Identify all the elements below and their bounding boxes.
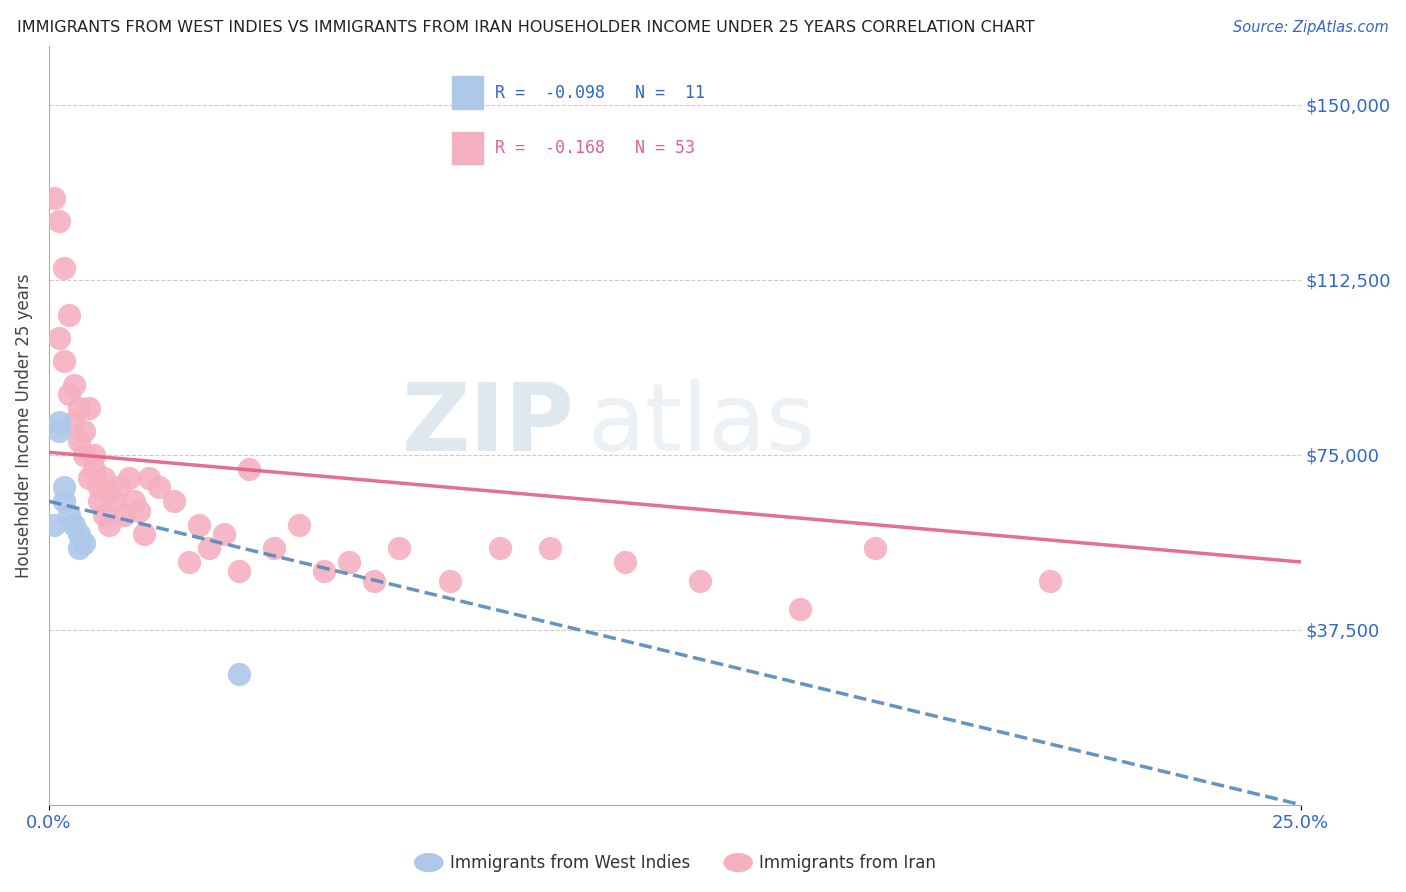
Point bbox=[48, 214, 70, 228]
Point bbox=[93, 471, 115, 485]
Point bbox=[67, 527, 90, 541]
Point bbox=[212, 527, 235, 541]
Text: ZIP: ZIP bbox=[402, 379, 575, 472]
Point bbox=[118, 471, 141, 485]
Text: R =  -0.098   N =  11: R = -0.098 N = 11 bbox=[495, 84, 706, 102]
Point bbox=[42, 191, 65, 205]
Point bbox=[77, 401, 100, 415]
Point bbox=[148, 480, 170, 494]
Point bbox=[689, 574, 711, 588]
Text: IMMIGRANTS FROM WEST INDIES VS IMMIGRANTS FROM IRAN HOUSEHOLDER INCOME UNDER 25 : IMMIGRANTS FROM WEST INDIES VS IMMIGRANT… bbox=[17, 20, 1035, 35]
Point bbox=[53, 260, 76, 275]
Point bbox=[58, 387, 80, 401]
Text: Immigrants from Iran: Immigrants from Iran bbox=[759, 854, 936, 871]
Circle shape bbox=[415, 854, 443, 871]
Point bbox=[53, 354, 76, 368]
Text: atlas: atlas bbox=[588, 379, 815, 472]
Point bbox=[388, 541, 411, 555]
Point bbox=[179, 555, 201, 569]
Point bbox=[73, 448, 96, 462]
Point bbox=[103, 494, 125, 508]
Point bbox=[314, 564, 336, 578]
Point bbox=[198, 541, 221, 555]
Point bbox=[488, 541, 510, 555]
Point bbox=[138, 471, 160, 485]
Point bbox=[48, 331, 70, 345]
Point bbox=[77, 471, 100, 485]
Point bbox=[53, 494, 76, 508]
Point bbox=[93, 508, 115, 523]
Point bbox=[53, 480, 76, 494]
Point bbox=[863, 541, 886, 555]
Point bbox=[439, 574, 461, 588]
Point bbox=[63, 377, 86, 392]
Point bbox=[238, 461, 260, 475]
Bar bbox=[453, 132, 484, 164]
Point bbox=[363, 574, 385, 588]
Point bbox=[48, 425, 70, 439]
Point bbox=[87, 480, 110, 494]
Point bbox=[58, 308, 80, 322]
Point bbox=[63, 415, 86, 429]
Point bbox=[73, 425, 96, 439]
Point bbox=[263, 541, 285, 555]
Y-axis label: Householder Income Under 25 years: Householder Income Under 25 years bbox=[15, 273, 32, 578]
Point bbox=[128, 503, 150, 517]
Point bbox=[83, 461, 105, 475]
Point bbox=[288, 517, 311, 532]
Point bbox=[789, 601, 811, 615]
Text: Source: ZipAtlas.com: Source: ZipAtlas.com bbox=[1233, 20, 1389, 35]
Point bbox=[73, 536, 96, 550]
Point bbox=[98, 517, 121, 532]
Point bbox=[613, 555, 636, 569]
Point bbox=[67, 541, 90, 555]
Point bbox=[228, 564, 250, 578]
Point bbox=[112, 508, 135, 523]
Point bbox=[67, 434, 90, 448]
Point bbox=[83, 448, 105, 462]
Point bbox=[188, 517, 211, 532]
Point bbox=[48, 415, 70, 429]
Point bbox=[163, 494, 186, 508]
Point bbox=[228, 667, 250, 681]
Point bbox=[337, 555, 360, 569]
Point bbox=[538, 541, 561, 555]
Point bbox=[67, 401, 90, 415]
Point bbox=[42, 517, 65, 532]
Circle shape bbox=[724, 854, 752, 871]
Point bbox=[87, 494, 110, 508]
Point bbox=[58, 508, 80, 523]
Point bbox=[122, 494, 145, 508]
Point bbox=[132, 527, 155, 541]
Point bbox=[98, 485, 121, 500]
Point bbox=[108, 480, 131, 494]
Text: Immigrants from West Indies: Immigrants from West Indies bbox=[450, 854, 690, 871]
Bar bbox=[453, 77, 484, 109]
Point bbox=[63, 517, 86, 532]
Text: R =  -0.168   N = 53: R = -0.168 N = 53 bbox=[495, 139, 696, 157]
Point bbox=[1039, 574, 1062, 588]
